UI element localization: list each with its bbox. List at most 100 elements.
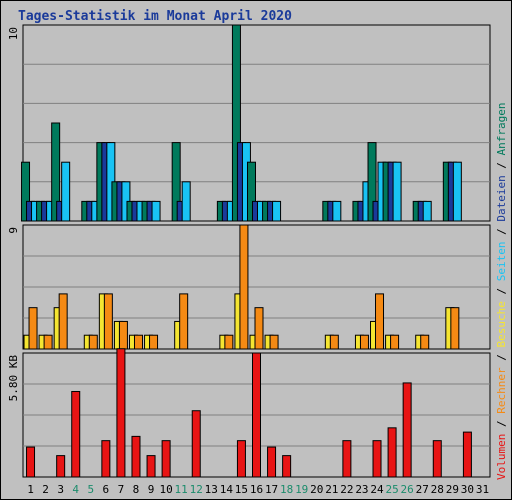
legend-item-seiten: Seiten bbox=[495, 242, 508, 282]
bar-volumen-day-6 bbox=[101, 440, 111, 478]
bar-rechner-day-21 bbox=[329, 334, 339, 350]
bar-volumen-day-15 bbox=[236, 440, 246, 478]
x-tick-label: 5 bbox=[87, 483, 94, 496]
bar-volumen-day-24 bbox=[372, 440, 382, 478]
bar-rechner-day-16 bbox=[254, 307, 264, 350]
legend-item-volumen: Volumen bbox=[495, 434, 508, 480]
x-tick-label: 7 bbox=[118, 483, 125, 496]
x-tick-label: 10 bbox=[159, 483, 172, 496]
bar-rechner-day-29 bbox=[450, 307, 460, 350]
x-tick-label: 16 bbox=[250, 483, 263, 496]
bar-rechner-day-3 bbox=[58, 293, 68, 350]
bar-anfragen-day-16 bbox=[247, 161, 256, 222]
legend: Volumen / Rechner / Besuche / Seiten / D… bbox=[495, 102, 508, 480]
legend-separator: / bbox=[495, 155, 508, 175]
legend-item-besuche: Besuche bbox=[495, 301, 508, 347]
x-tick-label: 23 bbox=[355, 483, 368, 496]
x-tick-label: 25 bbox=[385, 483, 398, 496]
bar-anfragen-day-11 bbox=[171, 142, 181, 222]
legend-separator: / bbox=[495, 222, 508, 242]
x-tick-label: 28 bbox=[431, 483, 444, 496]
bar-rechner-day-17 bbox=[269, 334, 279, 350]
panel-volume bbox=[22, 348, 491, 478]
bar-rechner-day-6 bbox=[103, 293, 113, 350]
x-tick-label: 13 bbox=[205, 483, 218, 496]
bar-rechner-day-24 bbox=[375, 293, 385, 350]
bar-volumen-day-7 bbox=[116, 348, 126, 478]
x-tick-label: 12 bbox=[190, 483, 203, 496]
bar-rechner-day-25 bbox=[390, 334, 400, 350]
bar-volumen-day-1 bbox=[26, 446, 36, 478]
x-tick-label: 1 bbox=[27, 483, 34, 496]
x-tick-label: 4 bbox=[72, 483, 79, 496]
x-tick-label: 18 bbox=[280, 483, 293, 496]
bar-rechner-day-9 bbox=[149, 334, 159, 350]
y-axis-labels: 10 9 5.80 KB bbox=[7, 27, 20, 401]
bar-volumen-day-18 bbox=[282, 455, 292, 478]
bar-rechner-day-11 bbox=[179, 293, 189, 350]
x-tick-label: 11 bbox=[175, 483, 188, 496]
x-tick-label: 22 bbox=[340, 483, 353, 496]
x-tick-label: 6 bbox=[103, 483, 110, 496]
x-tick-label: 9 bbox=[148, 483, 155, 496]
bar-rechner-day-8 bbox=[133, 334, 143, 350]
x-tick-label: 17 bbox=[265, 483, 278, 496]
x-axis-labels: 1 2 3 4 5 6 7 8 9 10 11 12 13 14 15 16 17 18 19 20 21 22 23 24 2… bbox=[27, 483, 489, 496]
x-tick-label: 27 bbox=[416, 483, 429, 496]
bar-volumen-day-22 bbox=[342, 440, 352, 478]
bar-seiten-day-25 bbox=[392, 161, 402, 222]
legend-item-dateien: Dateien bbox=[495, 175, 508, 221]
panel-requests bbox=[21, 24, 491, 222]
x-tick-label: 21 bbox=[325, 483, 338, 496]
y-max-label: 10 bbox=[7, 27, 20, 40]
bar-rechner-day-23 bbox=[359, 334, 369, 350]
chart-title: Tages-Statistik im Monat April 2020 bbox=[18, 9, 292, 24]
x-tick-label: 29 bbox=[446, 483, 459, 496]
bar-rechner-day-2 bbox=[43, 334, 53, 350]
bar-volumen-day-9 bbox=[146, 455, 156, 478]
x-tick-label: 31 bbox=[476, 483, 489, 496]
bar-seiten-day-9 bbox=[151, 200, 161, 222]
legend-separator: / bbox=[495, 348, 508, 368]
legend-item-anfragen: Anfragen bbox=[495, 102, 508, 155]
x-tick-label: 24 bbox=[370, 483, 384, 496]
bar-rechner-day-7 bbox=[118, 320, 128, 350]
bar-seiten-day-17 bbox=[272, 200, 282, 222]
x-tick-label: 2 bbox=[42, 483, 49, 496]
chart-panels bbox=[21, 24, 491, 478]
bar-volumen-day-25 bbox=[387, 427, 397, 478]
bar-seiten-day-29 bbox=[452, 161, 462, 222]
bar-volumen-day-12 bbox=[191, 410, 201, 478]
legend-item-rechner: Rechner bbox=[495, 367, 508, 414]
bar-rechner-day-27 bbox=[420, 334, 430, 350]
bar-volumen-day-26 bbox=[402, 382, 412, 478]
bar-anfragen-day-24 bbox=[367, 142, 377, 222]
bar-anfragen-day-1 bbox=[21, 161, 31, 222]
bar-seiten-day-27 bbox=[422, 200, 432, 222]
bar-rechner-day-15 bbox=[239, 224, 249, 350]
bar-volumen-day-10 bbox=[161, 440, 171, 478]
bar-seiten-day-11 bbox=[181, 181, 191, 222]
y-max-label: 5.80 KB bbox=[7, 355, 20, 402]
bar-rechner-day-1 bbox=[28, 307, 38, 350]
bar-volumen-day-30 bbox=[462, 431, 472, 478]
bar-volumen-day-28 bbox=[432, 440, 442, 478]
x-tick-label: 30 bbox=[461, 483, 474, 496]
x-tick-label: 20 bbox=[310, 483, 323, 496]
legend-separator: / bbox=[495, 414, 508, 434]
x-tick-label: 15 bbox=[235, 483, 248, 496]
bar-rechner-day-5 bbox=[88, 334, 98, 350]
x-tick-label: 8 bbox=[133, 483, 140, 496]
bar-volumen-day-16 bbox=[252, 352, 261, 478]
bar-rechner-day-14 bbox=[224, 334, 234, 350]
panel-visits bbox=[22, 224, 491, 350]
bar-volumen-day-3 bbox=[56, 455, 66, 478]
y-max-label: 9 bbox=[7, 227, 20, 234]
bar-anfragen-day-15 bbox=[231, 24, 241, 222]
bar-seiten-day-3 bbox=[61, 161, 71, 222]
bar-volumen-day-4 bbox=[71, 390, 81, 478]
x-tick-label: 14 bbox=[220, 483, 234, 496]
bar-seiten-day-21 bbox=[332, 200, 342, 222]
panel-frame bbox=[22, 24, 491, 222]
